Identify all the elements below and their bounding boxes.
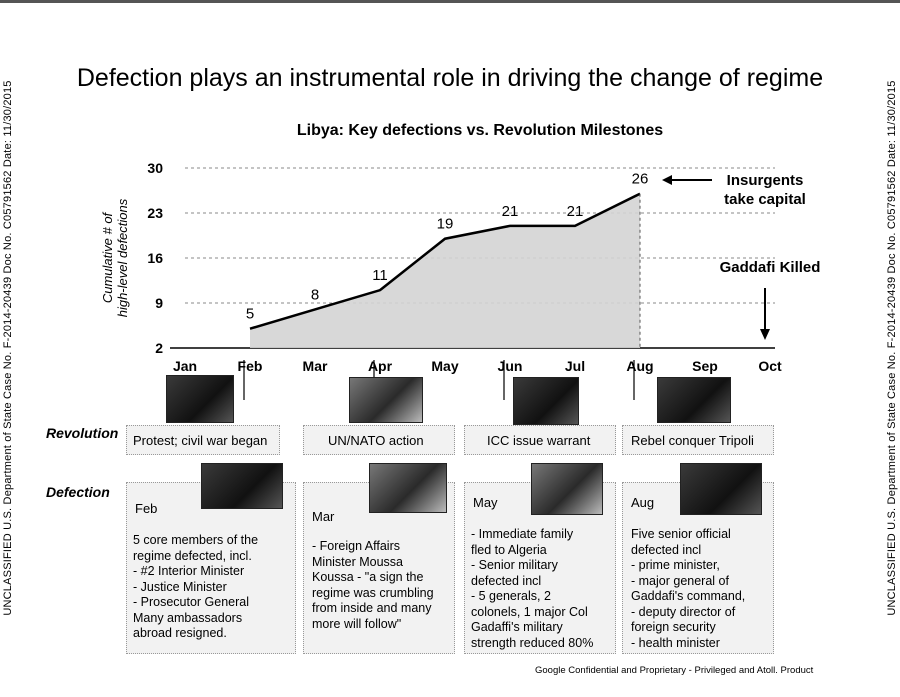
defection-photo-aug	[680, 463, 762, 515]
revolution-box-2: UN/NATO action	[303, 425, 455, 455]
defections-chart: 30 23 16 9 2 Cumulative # ofhigh-level defect…	[100, 160, 821, 400]
detail-line: strength reduced 80%	[471, 635, 594, 650]
x-tick-label: Feb	[238, 358, 263, 374]
y-tick-label: 16	[147, 250, 163, 266]
defection-box-mar: Mar - Foreign Affairs Minister Moussa Ko…	[303, 482, 455, 654]
x-tick-label: Jul	[565, 358, 585, 374]
detail-line: colonels, 1 major Col	[471, 604, 588, 619]
y-tick-label: 2	[155, 340, 163, 356]
defection-photo-feb	[201, 463, 283, 509]
detail-line: - Immediate family	[471, 527, 574, 541]
y-axis-label: Cumulative # ofhigh-level defections	[100, 198, 130, 317]
top-border	[0, 0, 900, 3]
annotation-gaddafi: Gaddafi Killed	[720, 259, 821, 276]
revolution-text: Rebel conquer Tripoli	[631, 433, 754, 448]
data-label: 21	[567, 203, 584, 220]
footer-note: Google Confidential and Proprietary - Pr…	[535, 665, 814, 676]
detail-line: - #2 Interior Minister	[133, 564, 245, 578]
detail-line: - deputy director of	[631, 604, 736, 619]
series-line	[249, 192, 641, 330]
defection-month: Feb	[135, 501, 158, 516]
revolution-photo-protest	[166, 375, 234, 423]
annotation-insurgents-line2: take capital	[724, 191, 806, 208]
detail-line: - Prosecutor General	[133, 595, 250, 609]
detail-line: - 5 generals, 2	[471, 589, 551, 603]
data-label: 8	[311, 286, 319, 303]
detail-line: regime defected, incl.	[133, 548, 252, 563]
defection-details: Five senior official defected incl - pri…	[631, 527, 745, 651]
defection-box-feb: Feb 5 core members of the regime defecte…	[126, 482, 296, 654]
y-tick-label: 23	[147, 205, 163, 221]
detail-line: Gaddafi's command,	[631, 589, 746, 603]
defection-photo-may	[531, 463, 603, 515]
detail-line: - Foreign Affairs	[312, 539, 401, 553]
detail-line: - health minister	[631, 635, 720, 650]
data-label: 11	[372, 267, 388, 284]
x-tick-label: Apr	[368, 358, 393, 374]
defection-photo-mar	[369, 463, 447, 513]
page-title: Defection plays an instrumental role in …	[76, 64, 824, 92]
detail-line: foreign security	[631, 620, 716, 634]
defection-month: Aug	[631, 495, 655, 510]
revolution-photo-nato	[349, 377, 423, 423]
detail-line: 5 core members of the	[133, 533, 259, 547]
x-tick-label: Sep	[692, 358, 718, 374]
area-fill	[250, 193, 640, 348]
revolution-photo-icc	[513, 377, 579, 425]
detail-line: regime was crumbling	[312, 585, 434, 600]
defection-month: Mar	[312, 509, 335, 524]
detail-line: from inside and many	[312, 601, 432, 615]
x-tick-label: Oct	[758, 358, 782, 374]
detail-line: - Justice Minister	[133, 579, 227, 594]
revolution-photo-tripoli	[657, 377, 731, 423]
revolution-text: ICC issue warrant	[487, 433, 591, 448]
detail-line: Gadaffi's military	[471, 620, 563, 634]
detail-line: Many ambassadors	[133, 610, 243, 625]
detail-line: Koussa - "a sign the	[312, 570, 424, 584]
y-tick-label: 9	[155, 295, 163, 311]
defection-details: - Foreign Affairs Minister Moussa Koussa…	[312, 539, 434, 632]
detail-line: defected incl	[471, 573, 542, 588]
detail-line: abroad resigned.	[133, 626, 227, 640]
detail-line: more will follow"	[312, 616, 402, 631]
x-tick-label: Aug	[626, 358, 653, 374]
data-label: 19	[437, 216, 454, 233]
revolution-box-1: Protest; civil war began	[126, 425, 280, 455]
defection-details: - Immediate family fled to Algeria - Sen…	[471, 527, 593, 651]
row-label-revolution: Revolution	[46, 425, 119, 441]
defection-details: 5 core members of the regime defected, i…	[133, 533, 258, 642]
x-tick-label: May	[431, 358, 458, 374]
annotation-insurgents: Insurgents	[727, 172, 804, 189]
arrow-head-left	[662, 175, 672, 185]
x-tick-label: Jan	[173, 358, 197, 374]
data-label: 5	[246, 306, 254, 323]
defection-month: May	[473, 495, 498, 510]
revolution-box-3: ICC issue warrant	[464, 425, 616, 455]
detail-line: fled to Algeria	[471, 542, 547, 557]
arrow-head-down	[760, 329, 770, 340]
revolution-box-4: Rebel conquer Tripoli	[622, 425, 774, 455]
revolution-text: Protest; civil war began	[133, 433, 268, 448]
y-tick-label: 30	[147, 160, 163, 176]
detail-line: Minister Moussa	[312, 554, 403, 569]
detail-line: - Senior military	[471, 558, 558, 572]
detail-line: - major general of	[631, 573, 729, 588]
chart-title: Libya: Key defections vs. Revolution Mil…	[296, 122, 664, 139]
detail-line: Five senior official	[631, 527, 731, 541]
row-label-defection: Defection	[46, 484, 110, 500]
detail-line: defected incl	[631, 542, 702, 557]
revolution-text: UN/NATO action	[328, 433, 424, 448]
data-label: 21	[502, 203, 519, 220]
data-label: 26	[632, 171, 649, 188]
detail-line: - prime minister,	[631, 558, 720, 572]
x-tick-label: Jun	[498, 358, 523, 374]
x-tick-label: Mar	[303, 358, 328, 374]
